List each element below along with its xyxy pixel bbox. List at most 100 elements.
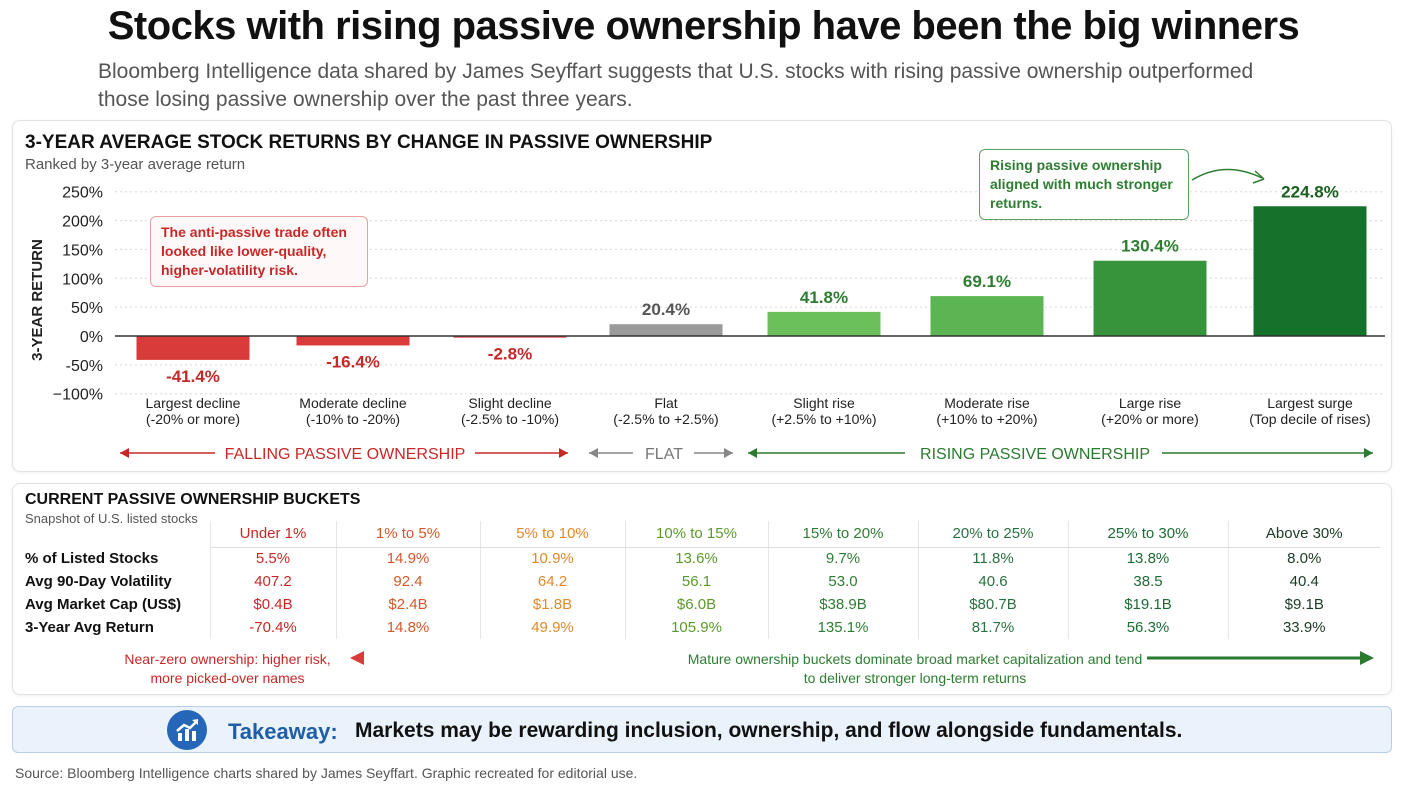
table-subtitle: Snapshot of U.S. listed stocks	[25, 511, 198, 526]
page-title: Stocks with rising passive ownership hav…	[107, 4, 1300, 48]
gradient-arrow	[350, 651, 1374, 665]
data-label: 130.4%	[1121, 237, 1179, 256]
chart-subtitle: Ranked by 3-year average return	[25, 156, 246, 173]
bar	[930, 296, 1044, 336]
table-cell: 8.0%	[1227, 547, 1380, 570]
y-tick-label: −100%	[53, 387, 103, 404]
flat-arrow-right-head	[724, 448, 733, 458]
rising-arrow-right-head	[1364, 448, 1373, 458]
data-label: 224.8%	[1281, 182, 1339, 201]
table-cell: 5.5%	[209, 547, 336, 570]
category-sublabel: (-2.5% to -10%)	[461, 411, 559, 427]
category-label: Slight rise	[793, 395, 855, 411]
table-cell: $19.1B	[1067, 593, 1228, 616]
row-header-spacer	[25, 521, 210, 547]
data-label: 41.8%	[800, 288, 848, 307]
category-label: Largest surge	[1267, 395, 1353, 411]
table-cell: 9.7%	[767, 547, 918, 570]
y-tick-label: 100%	[62, 271, 103, 288]
y-tick-label: 150%	[62, 242, 103, 259]
note-near-zero: Near-zero ownership: higher risk, more p…	[124, 651, 331, 686]
chart-title: 3-YEAR AVERAGE STOCK RETURNS BY CHANGE I…	[25, 132, 713, 153]
table-row: % of Listed Stocks 5.5% 14.9% 10.9% 13.6% 9.7…	[25, 547, 1380, 570]
takeaway-banner	[12, 706, 1392, 753]
data-label: -2.8%	[488, 345, 532, 364]
row-label: Avg 90-Day Volatility	[25, 573, 172, 590]
takeaway-label: Takeaway:	[228, 719, 338, 744]
group-label-flat: FLAT	[645, 446, 683, 463]
table-cell: -70.4%	[209, 616, 336, 639]
annotation-rising-passive: Rising passive ownership aligned with mu…	[979, 149, 1189, 220]
category-label: Moderate rise	[944, 395, 1030, 411]
bar	[1253, 206, 1367, 336]
y-tick-label: 200%	[62, 214, 103, 231]
page-subtitle: Bloomberg Intelligence data shared by Ja…	[98, 60, 1254, 111]
row-label: 3-Year Avg Return	[25, 619, 154, 636]
group-label-rising: RISING PASSIVE OWNERSHIP	[920, 446, 1150, 463]
arrowhead	[1252, 170, 1265, 184]
falling-arrow-right-head	[559, 448, 568, 458]
table-cell: 14.9%	[335, 547, 480, 570]
category-label: Largest decline	[146, 395, 241, 411]
table-row: Avg 90-Day Volatility 407.2 92.4 64.2 56.1 53…	[25, 570, 1380, 593]
table-cell: 33.9%	[1227, 616, 1380, 639]
table-cell: 407.2	[209, 570, 336, 593]
note-mature: Mature ownership buckets dominate broad …	[687, 651, 1143, 686]
flat-arrow-left-head	[589, 448, 598, 458]
column-header: 25% to 30%	[1067, 521, 1228, 548]
column-header: 20% to 25%	[917, 521, 1068, 548]
table-row: 3-Year Avg Return -70.4% 14.8% 49.9% 105.9% 1…	[25, 616, 1380, 639]
category-sublabel: (+10% to +20%)	[936, 411, 1037, 427]
falling-arrow-left-head	[120, 448, 129, 458]
category-sublabel: (+20% or more)	[1101, 411, 1199, 427]
category-label: Moderate decline	[299, 395, 407, 411]
table-cell: 13.6%	[624, 547, 768, 570]
table-cell: 92.4	[335, 570, 480, 593]
category-label: Slight decline	[468, 395, 551, 411]
table-cell: $2.4B	[335, 593, 480, 616]
takeaway-text: Markets may be rewarding inclusion, owne…	[355, 719, 1183, 742]
table-cell: 49.9%	[479, 616, 625, 639]
group-label-falling: FALLING PASSIVE OWNERSHIP	[225, 446, 466, 463]
y-tick-label: 0%	[80, 329, 103, 346]
table-cell: $9.1B	[1227, 593, 1380, 616]
table-cell: 38.5	[1067, 570, 1228, 593]
annotation-arrow	[1191, 168, 1263, 181]
table-cell: 53.0	[767, 570, 918, 593]
y-tick-label: 50%	[71, 300, 103, 317]
category-label: Large rise	[1119, 395, 1181, 411]
bar	[767, 311, 881, 336]
table-cell: 40.4	[1227, 570, 1380, 593]
y-axis-label: 3-YEAR RETURN	[29, 239, 46, 361]
table-cell: $38.9B	[767, 593, 918, 616]
data-label: -41.4%	[166, 367, 220, 386]
rising-arrow-left-head	[748, 448, 757, 458]
table-cell: $6.0B	[624, 593, 768, 616]
y-tick-label: -50%	[66, 358, 103, 375]
column-header: 1% to 5%	[335, 521, 480, 548]
table-row: Avg Market Cap (US$) $0.4B $2.4B $1.8B $6.0B…	[25, 593, 1380, 616]
bar	[296, 336, 410, 346]
category-sublabel: (-20% or more)	[146, 411, 240, 427]
table-cell: 135.1%	[767, 616, 918, 639]
table-cell: 64.2	[479, 570, 625, 593]
table-cell: 56.3%	[1067, 616, 1228, 639]
table-cell: $1.8B	[479, 593, 625, 616]
bar	[136, 336, 250, 360]
chart-growth-icon	[167, 710, 207, 750]
row-label: % of Listed Stocks	[25, 550, 159, 567]
column-header: Above 30%	[1227, 521, 1380, 548]
table-cell: $0.4B	[209, 593, 336, 616]
category-sublabel: (+2.5% to +10%)	[771, 411, 876, 427]
category-label: Flat	[654, 395, 677, 411]
category-sublabel: (Top decile of rises)	[1249, 411, 1370, 427]
table-cell: 14.8%	[335, 616, 480, 639]
table-cell: 105.9%	[624, 616, 768, 639]
table-cell: $80.7B	[917, 593, 1068, 616]
category-sublabel: (-2.5% to +2.5%)	[613, 411, 718, 427]
table-title: CURRENT PASSIVE OWNERSHIP BUCKETS	[25, 491, 361, 508]
category-sublabel: (-10% to -20%)	[306, 411, 400, 427]
table-cell: 13.8%	[1067, 547, 1228, 570]
table-cell: 10.9%	[479, 547, 625, 570]
buckets-table: Under 1% 1% to 5% 5% to 10% 10% to 15% 15% t…	[25, 521, 1380, 639]
